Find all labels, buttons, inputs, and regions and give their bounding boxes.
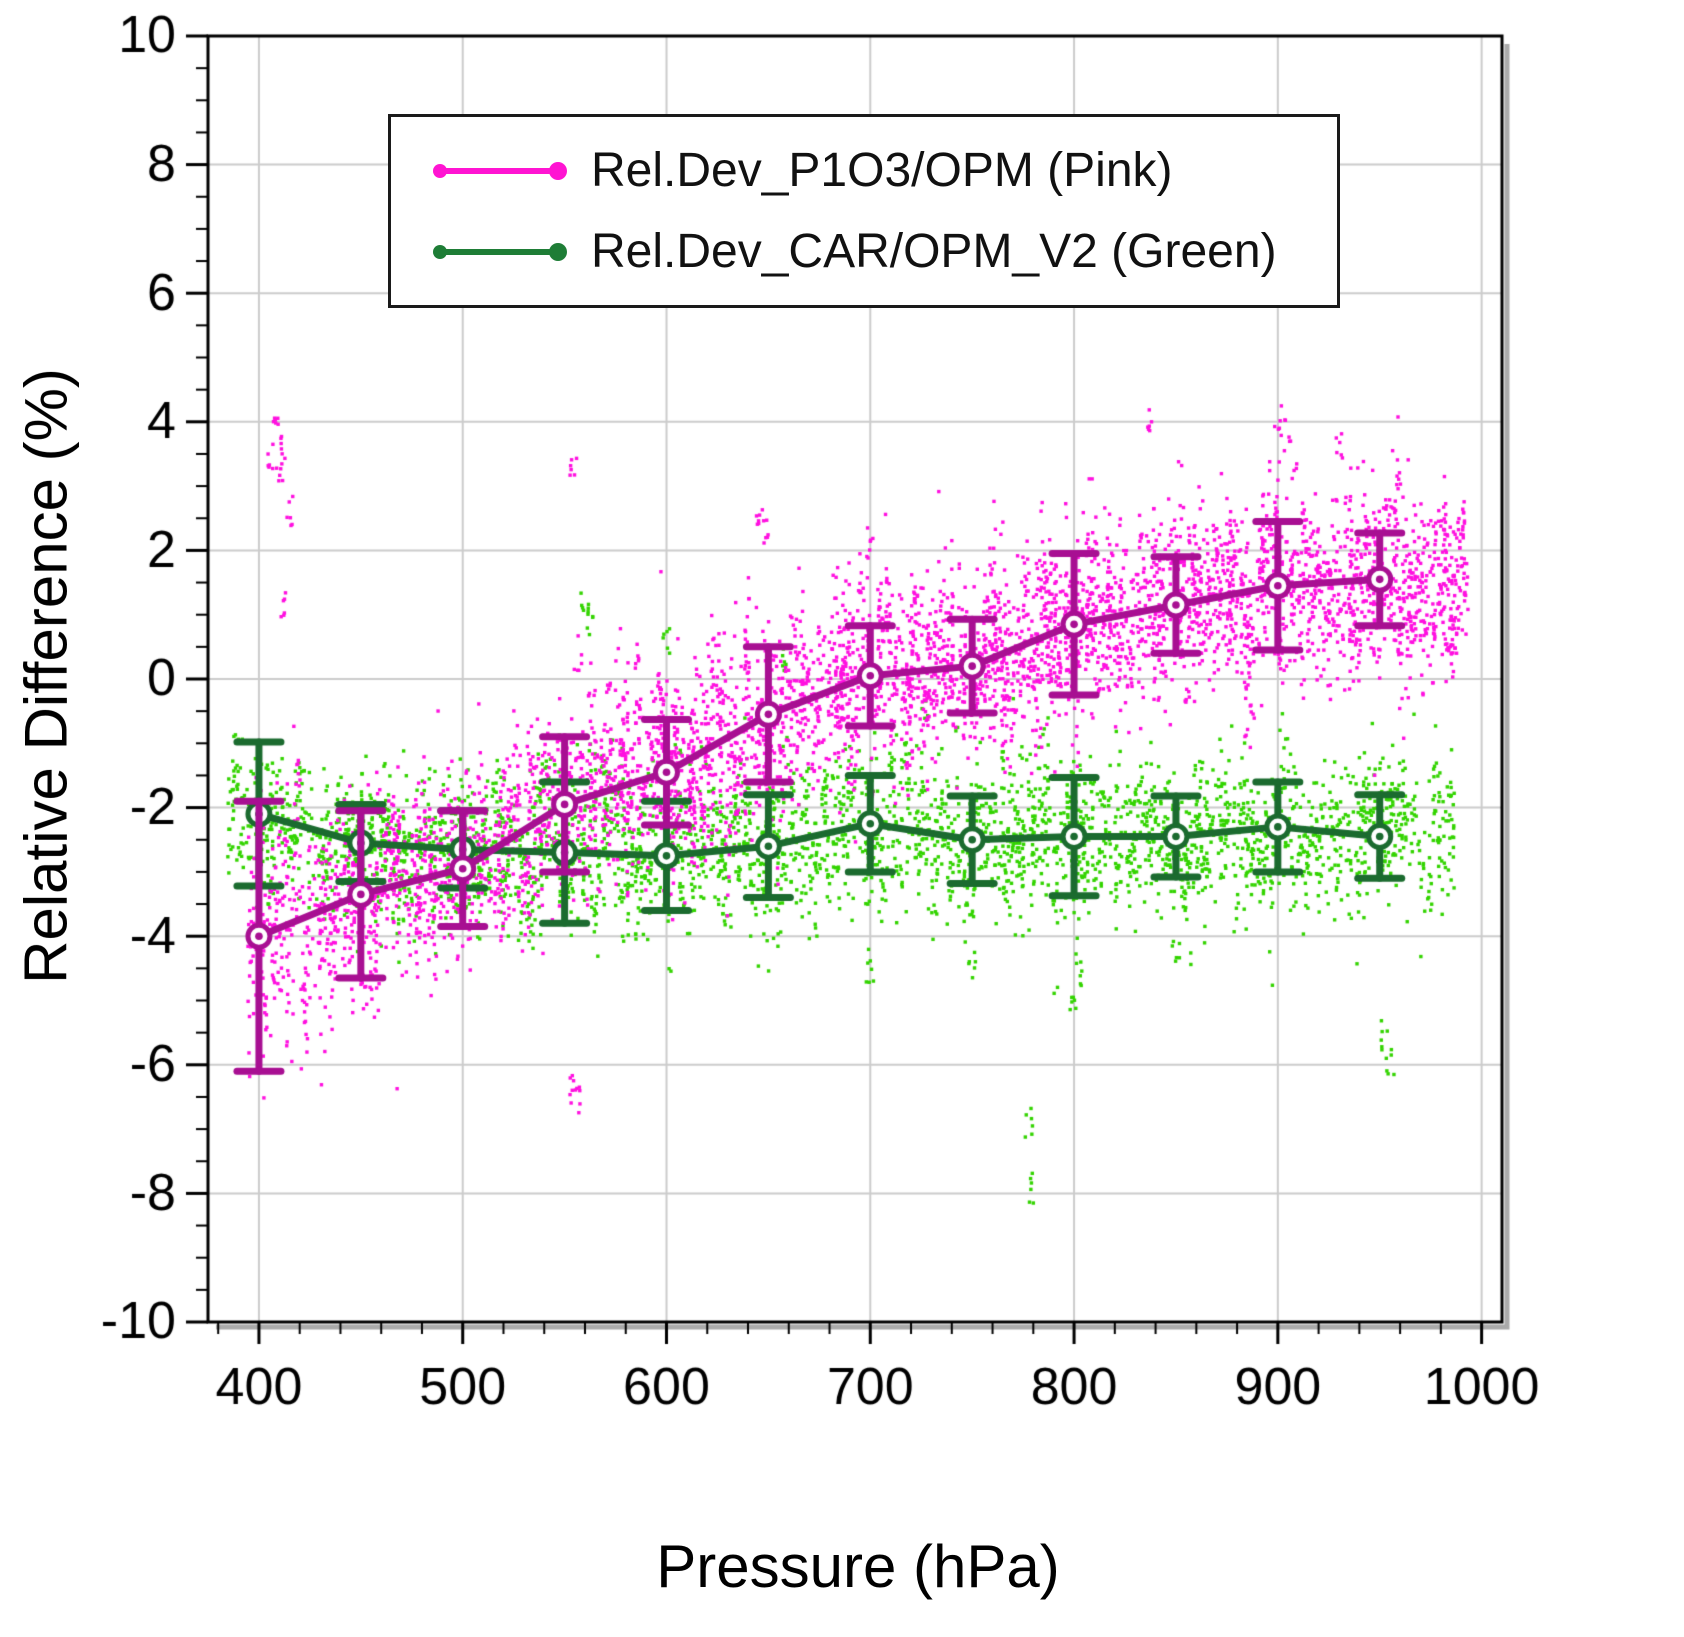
legend-item-pink: Rel.Dev_P1O3/OPM (Pink) — [433, 143, 1303, 198]
legend: Rel.Dev_P1O3/OPM (Pink) Rel.Dev_CAR/OPM_… — [388, 114, 1340, 308]
y-axis-title: Relative Difference (%) — [12, 368, 80, 984]
legend-label-pink: Rel.Dev_P1O3/OPM (Pink) — [591, 144, 1173, 197]
green-series-swatch-icon — [433, 242, 567, 262]
legend-item-green: Rel.Dev_CAR/OPM_V2 (Green) — [433, 224, 1303, 279]
x-axis-title: Pressure (hPa) — [656, 1533, 1060, 1600]
legend-label-green: Rel.Dev_CAR/OPM_V2 (Green) — [591, 225, 1277, 278]
pink-series-swatch-icon — [433, 161, 567, 181]
